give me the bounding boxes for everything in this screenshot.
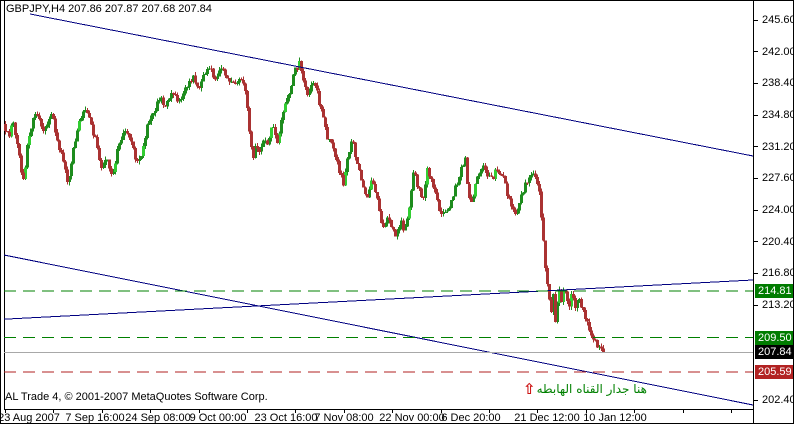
time-axis-label: 9 Oct 00:00 <box>189 412 247 424</box>
time-axis-label: 10 Jan 12:00 <box>583 412 647 424</box>
price-tick-label: 224.00 <box>762 204 794 217</box>
price-tick-label: 213.20 <box>762 299 794 312</box>
time-axis-tick <box>247 409 248 413</box>
price-tick <box>754 82 758 84</box>
time-axis-label: 23 Aug 2007 <box>0 412 60 424</box>
price-level-box-205.59: 205.59 <box>755 365 793 380</box>
down-candle-bodies <box>4 61 605 353</box>
time-axis-tick <box>5 409 6 413</box>
price-tick-label: 242.00 <box>762 45 794 58</box>
time-axis-tick <box>198 409 200 413</box>
price-tick <box>754 19 758 21</box>
time-axis-tick <box>343 409 345 413</box>
annotation-text: هنا جدار القناه الهابطه <box>536 382 647 396</box>
time-axis-tick <box>537 409 539 413</box>
price-tick <box>754 272 758 274</box>
time-axis-label: 6 Dec 20:00 <box>441 412 501 424</box>
time-axis-tick <box>392 409 394 413</box>
trendline-ascending-support[interactable] <box>3 279 753 320</box>
price-tick <box>754 177 758 179</box>
time-axis-label: 21 Dec 12:00 <box>514 412 580 424</box>
copyright-text: AL Trade 4, © 2001-2007 MetaQuotes Softw… <box>5 391 268 403</box>
price-tick-label: 216.80 <box>762 267 794 280</box>
price-level-box-209.50: 209.50 <box>755 330 793 345</box>
time-axis-tick <box>634 409 636 413</box>
price-tick-label: 245.60 <box>762 14 794 26</box>
price-tick <box>754 399 758 401</box>
trendline-channel-lower-wall[interactable] <box>3 254 753 406</box>
time-axis-tick <box>585 409 587 413</box>
time-axis-label: 22 Nov 00:00 <box>379 412 445 424</box>
time-axis-tick <box>101 409 103 413</box>
price-plot[interactable] <box>1 1 753 424</box>
price-tick <box>754 114 758 116</box>
time-axis: 23 Aug 2007 7 Sep 16:00 24 Sep 08:00 9 Oct … <box>0 409 753 424</box>
time-axis-tick <box>682 409 684 413</box>
down-candle-wicks <box>5 60 604 353</box>
time-axis-tick <box>489 409 490 413</box>
channel-annotation[interactable]: ⇧ هنا جدار القناه الهابطه <box>523 380 647 398</box>
price-tick-label: 238.40 <box>762 77 794 90</box>
time-axis-label: 24 Sep 08:00 <box>125 412 191 424</box>
price-tick <box>754 304 758 306</box>
price-tick <box>754 241 758 243</box>
price-level-box-214.81: 214.81 <box>755 283 793 298</box>
chart-title: GBPJPY,H4 207.86 207.87 207.68 207.84 <box>6 3 212 15</box>
time-axis-tick <box>53 409 55 413</box>
price-tick-label: 227.60 <box>762 172 794 185</box>
time-axis-tick <box>731 409 732 413</box>
time-axis-label: 23 Oct 16:00 <box>254 412 318 424</box>
trendline-channel-upper-wall[interactable] <box>29 13 753 157</box>
time-axis-label: 7 Nov 08:00 <box>314 412 374 424</box>
time-axis-tick <box>295 409 297 413</box>
up-arrow-icon: ⇧ <box>523 380 536 398</box>
price-tick-label: 231.20 <box>762 140 794 153</box>
time-axis-label: 7 Sep 16:00 <box>65 412 125 424</box>
price-level-box-207.84: 207.84 <box>755 345 793 360</box>
price-tick-label: 220.40 <box>762 235 794 248</box>
price-tick <box>754 146 758 148</box>
time-axis-tick <box>440 409 442 413</box>
time-axis-tick <box>150 409 152 413</box>
bright-up-candle-bodies <box>10 61 573 307</box>
price-axis: 245.60 242.00 238.40 234.80 231.20 227.60 224.… <box>753 1 794 423</box>
price-tick-label: 202.40 <box>762 394 794 407</box>
price-tick-label: 234.80 <box>762 109 794 122</box>
price-tick <box>754 209 758 211</box>
price-tick <box>754 51 758 53</box>
